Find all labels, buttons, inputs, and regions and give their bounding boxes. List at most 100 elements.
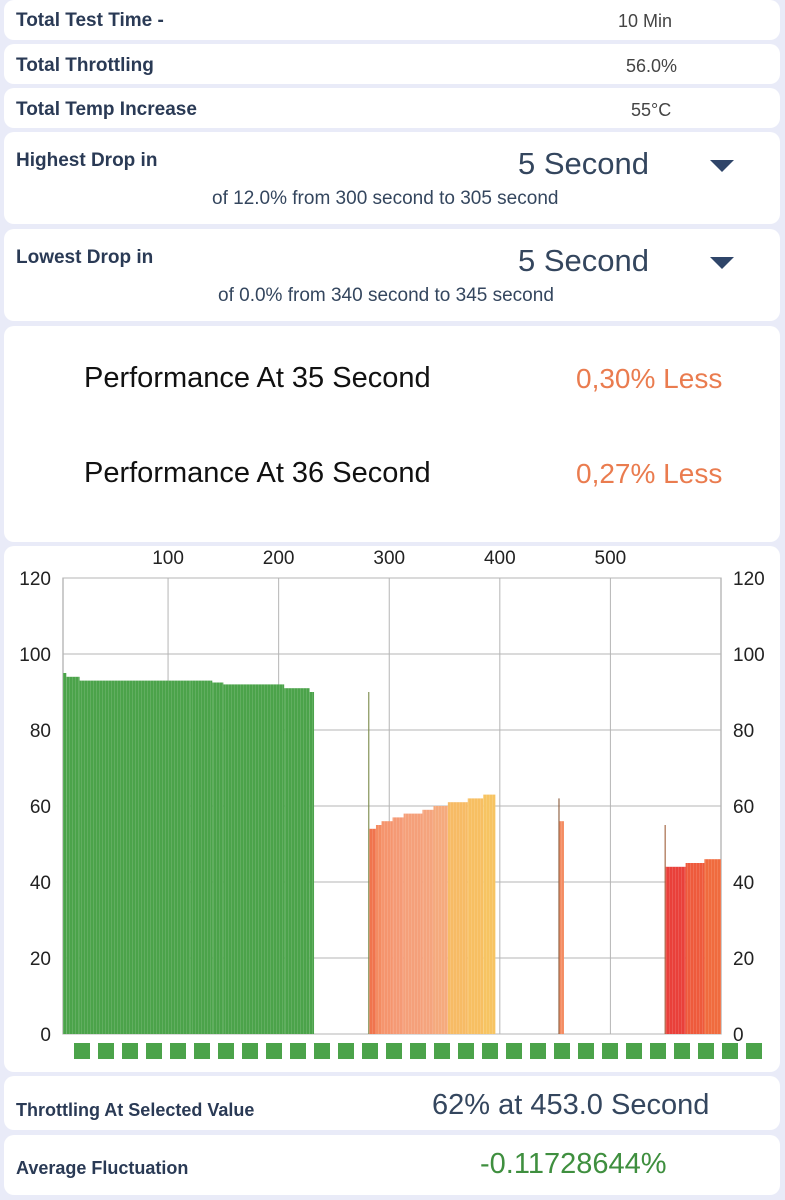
temp-strip-square <box>194 1043 210 1059</box>
temp-strip-square <box>242 1043 258 1059</box>
throttling-card: Total Throttling 56.0% <box>4 44 780 84</box>
highest-drop-card: Highest Drop in 5 Second of 12.0% from 3… <box>4 132 780 224</box>
bar-texture <box>212 682 224 1034</box>
temp-strip-square <box>482 1043 498 1059</box>
temp-strip-square <box>122 1043 138 1059</box>
temp-strip-square <box>626 1043 642 1059</box>
performance-value-1: 0,30% Less <box>576 363 723 394</box>
temp-strip-square <box>506 1043 522 1059</box>
temp-strip-square <box>362 1043 378 1059</box>
y-tick-label-right: 120 <box>733 569 765 590</box>
bar-texture <box>403 813 423 1034</box>
bar-texture <box>309 692 315 1034</box>
y-tick-label-left: 20 <box>30 949 51 970</box>
bar-texture <box>483 794 496 1034</box>
lowest-drop-label: Lowest Drop in <box>16 247 154 268</box>
temp-strip-square <box>218 1043 234 1059</box>
chart-axes: 0 0 20 20 40 40 60 60 80 80 100 100 120 120 100 200 300 4… <box>19 548 764 1046</box>
temp-label: Total Temp Increase <box>16 99 197 120</box>
bar-texture <box>433 806 448 1034</box>
test-time-value: 10 Min <box>618 11 673 31</box>
temp-strip-square <box>290 1043 306 1059</box>
performance-card: Performance At 35 Second 0,30% Less Perf… <box>4 326 780 542</box>
temp-strip-square <box>578 1043 594 1059</box>
bar-texture <box>467 798 484 1034</box>
x-tick-label: 500 <box>595 548 627 569</box>
y-tick-label-left: 40 <box>30 873 51 894</box>
temp-value: 55°C <box>631 100 672 120</box>
lowest-drop-selected: 5 Second <box>518 243 649 278</box>
highest-drop-dropdown[interactable]: 5 Second <box>504 140 764 184</box>
throttle-bar[interactable] <box>664 825 666 1034</box>
bar-texture <box>665 866 686 1034</box>
throttling-label: Total Throttling <box>16 55 154 76</box>
dropdown-arrow-icon <box>710 160 734 172</box>
highest-drop-detail: of 12.0% from 300 second to 305 second <box>212 188 559 209</box>
avg-fluctuation-label: Average Fluctuation <box>16 1158 189 1178</box>
bar-texture <box>375 825 382 1034</box>
throttling-chart[interactable]: 0 0 20 20 40 40 60 60 80 80 100 100 120 120 100 200 300 4… <box>4 546 780 1072</box>
y-tick-label-left: 120 <box>19 569 51 590</box>
bar-texture <box>685 863 705 1034</box>
y-tick-label-right: 80 <box>733 721 754 742</box>
temp-strip-square <box>338 1043 354 1059</box>
bar-texture <box>369 828 376 1034</box>
temp-strip-square <box>266 1043 282 1059</box>
throttle-bar[interactable] <box>368 692 370 1034</box>
temp-strip-square <box>530 1043 546 1059</box>
temp-strip-square <box>170 1043 186 1059</box>
y-tick-label-left: 80 <box>30 721 51 742</box>
selected-value: 62% at 453.0 Second <box>432 1089 710 1121</box>
bar-texture <box>559 821 564 1034</box>
y-tick-label-right: 40 <box>733 873 754 894</box>
highest-drop-label: Highest Drop in <box>16 150 158 171</box>
x-tick-label: 200 <box>263 548 295 569</box>
test-time-card: Total Test Time - 10 Min <box>4 0 780 40</box>
performance-value-2: 0,27% Less <box>576 458 723 489</box>
x-tick-label: 300 <box>373 548 405 569</box>
temp-card: Total Temp Increase 55°C <box>4 88 780 128</box>
bar-texture <box>392 817 404 1034</box>
y-tick-label-left: 100 <box>19 645 51 666</box>
bar-texture <box>190 680 213 1034</box>
y-tick-label-right: 20 <box>733 949 754 970</box>
temp-strip-square <box>554 1043 570 1059</box>
bar-texture <box>223 684 285 1034</box>
chart-card: 0 0 20 20 40 40 60 60 80 80 100 100 120 120 100 200 300 4… <box>4 546 780 1072</box>
throttling-value: 56.0% <box>626 56 678 76</box>
temp-strip-square <box>698 1043 714 1059</box>
throttle-bar[interactable] <box>558 798 560 1034</box>
dropdown-arrow-icon <box>710 257 734 269</box>
temperature-strip <box>74 1043 762 1059</box>
lowest-drop-dropdown[interactable]: 5 Second <box>504 237 764 281</box>
y-tick-label-left: 0 <box>40 1025 51 1046</box>
bar-texture <box>63 673 67 1034</box>
performance-label-2: Performance At 36 Second <box>84 457 431 489</box>
temp-strip-square <box>434 1043 450 1059</box>
temp-strip-square <box>746 1043 762 1059</box>
bar-texture <box>422 809 434 1034</box>
temp-strip-square <box>674 1043 690 1059</box>
temp-strip-square <box>458 1043 474 1059</box>
y-tick-label-right: 0 <box>733 1025 744 1046</box>
chart-bars <box>63 673 721 1034</box>
avg-fluctuation-value: -0.11728644% <box>480 1148 667 1180</box>
y-tick-label-right: 100 <box>733 645 765 666</box>
performance-label-1: Performance At 35 Second <box>84 362 431 394</box>
bar-texture <box>381 821 393 1034</box>
temp-strip-square <box>146 1043 162 1059</box>
selected-value-card: Throttling At Selected Value 62% at 453.… <box>4 1076 780 1130</box>
temp-strip-square <box>722 1043 738 1059</box>
temp-strip-square <box>98 1043 114 1059</box>
bar-texture <box>66 676 80 1034</box>
temp-strip-square <box>314 1043 330 1059</box>
x-tick-label: 400 <box>484 548 516 569</box>
temp-strip-square <box>386 1043 402 1059</box>
temp-strip-square <box>410 1043 426 1059</box>
bar-texture <box>704 859 721 1034</box>
lowest-drop-detail: of 0.0% from 340 second to 345 second <box>218 285 554 306</box>
bar-texture <box>79 680 191 1034</box>
bar-texture <box>447 802 468 1034</box>
x-tick-label: 100 <box>152 548 184 569</box>
temp-strip-square <box>602 1043 618 1059</box>
